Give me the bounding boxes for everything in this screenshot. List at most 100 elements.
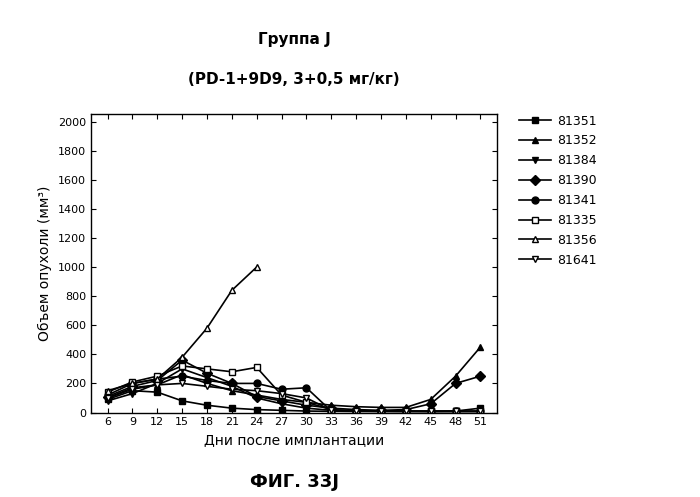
81641 <box>153 382 162 388</box>
Line: 81351: 81351 <box>104 387 484 415</box>
81641 <box>203 383 211 389</box>
81335 <box>377 408 385 414</box>
81384 <box>377 408 385 414</box>
81641 <box>426 409 435 414</box>
81384 <box>104 398 112 404</box>
81390 <box>327 405 335 411</box>
81390 <box>228 380 236 386</box>
81335 <box>153 373 162 379</box>
81352 <box>327 402 335 408</box>
Text: Группа J: Группа J <box>258 32 330 47</box>
81341 <box>178 373 186 379</box>
81341 <box>104 392 112 398</box>
81335 <box>178 363 186 369</box>
81335 <box>476 409 484 414</box>
81356 <box>153 376 162 382</box>
81641 <box>476 409 484 414</box>
81641 <box>452 409 460 414</box>
81351 <box>352 409 361 414</box>
81384 <box>277 401 286 407</box>
81351 <box>327 409 335 414</box>
81351 <box>128 388 136 394</box>
Line: 81352: 81352 <box>104 343 484 411</box>
81335 <box>203 366 211 372</box>
Text: ФИГ. 33J: ФИГ. 33J <box>249 473 339 491</box>
Line: 81356: 81356 <box>104 263 260 394</box>
81352 <box>203 380 211 386</box>
81351 <box>153 389 162 395</box>
81352 <box>426 397 435 403</box>
81335 <box>104 389 112 395</box>
81351 <box>377 409 385 414</box>
Line: 81341: 81341 <box>104 373 484 415</box>
81341 <box>327 408 335 414</box>
81351 <box>302 408 311 414</box>
81390 <box>104 394 112 400</box>
81641 <box>253 388 261 394</box>
81335 <box>426 409 435 414</box>
81351 <box>452 408 460 414</box>
81341 <box>203 378 211 384</box>
81390 <box>352 407 361 413</box>
81351 <box>253 407 261 413</box>
81341 <box>153 376 162 382</box>
81384 <box>426 409 435 414</box>
81352 <box>277 397 286 403</box>
81390 <box>128 383 136 389</box>
81335 <box>277 392 286 398</box>
81384 <box>352 408 361 414</box>
81352 <box>104 395 112 401</box>
81351 <box>178 398 186 404</box>
81384 <box>452 409 460 414</box>
81351 <box>426 409 435 414</box>
81352 <box>377 405 385 411</box>
81335 <box>228 369 236 375</box>
81390 <box>178 357 186 363</box>
81390 <box>253 394 261 400</box>
81384 <box>178 366 186 372</box>
81351 <box>402 409 410 414</box>
81390 <box>153 378 162 384</box>
81341 <box>128 380 136 386</box>
81390 <box>302 402 311 408</box>
Line: 81641: 81641 <box>104 380 484 415</box>
81335 <box>402 409 410 414</box>
81384 <box>153 380 162 386</box>
81356 <box>228 287 236 293</box>
81341 <box>377 409 385 414</box>
Line: 81390: 81390 <box>104 357 484 414</box>
81390 <box>203 370 211 376</box>
81641 <box>104 395 112 401</box>
81384 <box>128 391 136 397</box>
81641 <box>128 386 136 392</box>
81352 <box>128 385 136 391</box>
81341 <box>352 409 361 414</box>
81390 <box>452 380 460 386</box>
81341 <box>302 385 311 391</box>
81341 <box>426 409 435 414</box>
81352 <box>452 373 460 379</box>
81390 <box>377 408 385 414</box>
81352 <box>402 405 410 411</box>
81641 <box>377 409 385 414</box>
Legend: 81351, 81352, 81384, 81390, 81341, 81335, 81356, 81641: 81351, 81352, 81384, 81390, 81341, 81335… <box>519 115 596 267</box>
81384 <box>476 409 484 414</box>
81384 <box>253 395 261 401</box>
81352 <box>253 392 261 398</box>
81352 <box>153 382 162 388</box>
Line: 81335: 81335 <box>104 362 484 415</box>
81351 <box>476 405 484 411</box>
81335 <box>128 379 136 385</box>
Line: 81384: 81384 <box>104 365 484 415</box>
81341 <box>402 409 410 414</box>
81356 <box>203 325 211 331</box>
81341 <box>277 386 286 392</box>
81351 <box>228 405 236 411</box>
81384 <box>327 408 335 414</box>
81341 <box>253 380 261 386</box>
81390 <box>277 398 286 404</box>
81335 <box>352 408 361 414</box>
81351 <box>203 402 211 408</box>
81335 <box>452 409 460 414</box>
81641 <box>327 408 335 414</box>
